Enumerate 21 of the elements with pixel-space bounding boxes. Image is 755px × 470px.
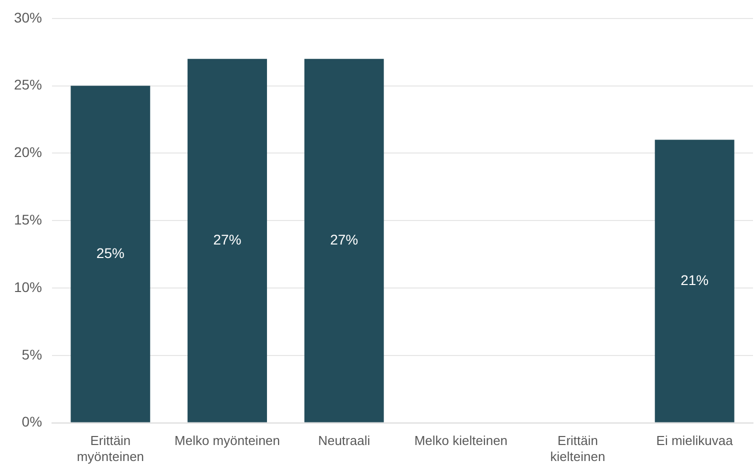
y-tick-label: 25% xyxy=(14,76,42,93)
x-tick-label: Ei mielikuvaa xyxy=(656,433,734,448)
x-tick-label: Erittäin kielteinen xyxy=(550,433,606,464)
data-label: 25% xyxy=(96,244,124,261)
bar xyxy=(70,86,150,422)
bar xyxy=(188,58,267,422)
y-tick-label: 0% xyxy=(22,414,42,430)
data-label: 27% xyxy=(213,231,242,248)
y-tick-label: 5% xyxy=(22,346,42,362)
data-label: 21% xyxy=(680,272,709,288)
bar xyxy=(654,140,734,422)
data-label: 27% xyxy=(330,231,358,248)
y-tick-label: 10% xyxy=(14,278,42,295)
x-tick-label: Neutraali xyxy=(318,433,370,448)
y-tick-label: 15% xyxy=(14,211,42,228)
y-tick-label: 20% xyxy=(14,144,42,160)
x-tick-label: Erittäin myönteinen xyxy=(76,433,144,464)
bar xyxy=(304,58,384,422)
x-tick-label: Melko myönteinen xyxy=(174,433,280,448)
y-tick-label: 30% xyxy=(14,9,42,26)
x-tick-label: Melko kielteinen xyxy=(414,433,508,448)
